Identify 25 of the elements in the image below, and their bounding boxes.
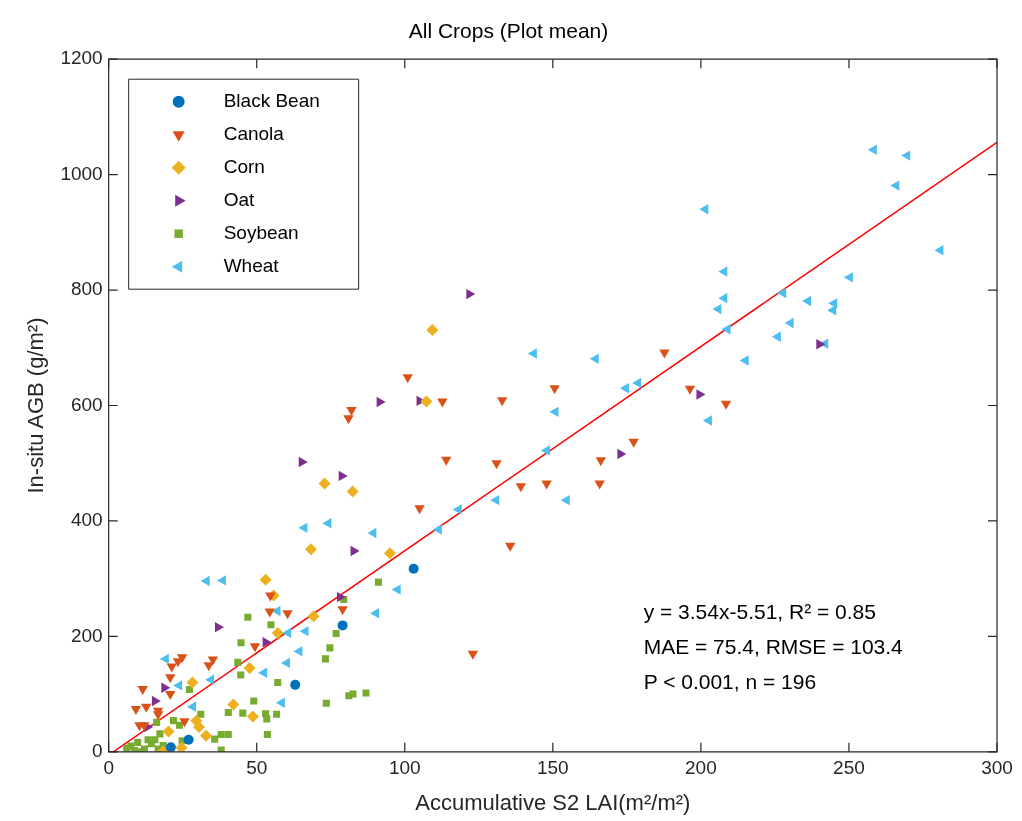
legend-label: Oat <box>223 188 256 210</box>
x-axis-title: Accumulative S2 LAI(m²/m²) <box>415 789 691 815</box>
annotation: MAE = 75.4, RMSE = 103.4 <box>643 634 904 658</box>
x-tick-label: 100 <box>388 757 421 779</box>
legend-label: Soybean <box>223 221 299 243</box>
y-axis-title: In-situ AGB (g/m²) <box>23 317 49 494</box>
chart-title: All Crops (Plot mean) <box>408 19 609 43</box>
x-tick-label: 50 <box>246 757 268 779</box>
legend-label: Black Bean <box>223 89 320 111</box>
x-tick-label: 250 <box>833 757 865 779</box>
y-tick-label: 800 <box>70 278 103 300</box>
legend-label: Canola <box>223 122 285 144</box>
y-tick-label: 400 <box>70 509 103 531</box>
y-tick-label: 200 <box>70 624 103 646</box>
x-tick-label: 300 <box>981 757 1013 779</box>
legend-label: Corn <box>223 155 265 177</box>
legend-label: Wheat <box>223 254 280 276</box>
annotation: P < 0.001, n = 196 <box>643 669 817 693</box>
y-tick-label: 1200 <box>60 47 103 69</box>
y-tick-label: 600 <box>70 393 103 415</box>
y-tick-label: 0 <box>92 740 103 762</box>
x-tick-label: 150 <box>536 757 569 779</box>
y-tick-label: 1000 <box>60 162 103 184</box>
annotation: y = 3.54x-5.51, R² = 0.85 <box>643 599 876 623</box>
x-tick-label: 200 <box>685 757 717 779</box>
